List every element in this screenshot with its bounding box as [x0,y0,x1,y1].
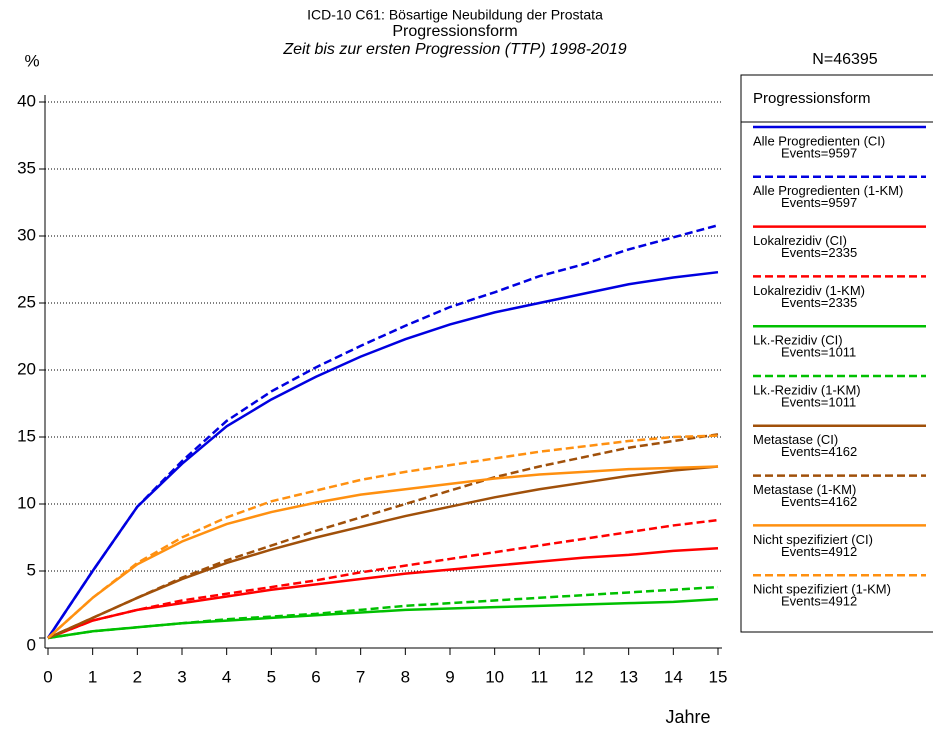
legend-label: Nicht spezifiziert (CI) [753,532,873,547]
x-tick-label: 8 [401,667,410,686]
legend-label: Nicht spezifiziert (1-KM) [753,582,891,597]
series-line [46,270,719,639]
y-tick-label: 15 [17,426,36,445]
series-line [47,585,719,640]
x-tick-label: 11 [531,667,549,686]
y-tick-label: 5 [27,560,36,579]
x-tick-label: 14 [664,667,683,686]
legend-label: Alle Progredienten (1-KM) [753,183,903,198]
series-line [47,465,719,639]
legend-events: Events=4162 [781,494,857,509]
legend-events: Events=4162 [781,444,857,459]
legend-events: Events=2335 [781,245,857,260]
legend-events: Events=4912 [781,544,857,559]
series-line [47,546,719,640]
x-tick-label: 2 [133,667,142,686]
legend-label: Alle Progredienten (CI) [753,133,885,148]
series-line [47,433,719,640]
series-line [47,434,719,639]
series-line [47,597,719,640]
x-axis-label: Jahre [665,707,710,727]
chart-title: ICD-10 C61: Bösartige Neubildung der Pro… [307,7,603,23]
legend-label: Lk.-Rezidiv (1-KM) [753,382,861,397]
legend-label: Lokalrezidiv (1-KM) [753,283,865,298]
x-tick-label: 1 [88,667,97,686]
x-tick-label: 15 [709,667,728,686]
legend-events: Events=4912 [781,594,857,609]
legend-title: Progressionsform [753,90,871,107]
y-tick-label: 40 [17,91,36,110]
x-tick-label: 9 [445,667,454,686]
legend-label: Metastase (CI) [753,432,838,447]
series-line [47,518,719,640]
chart-subtitle: Progressionsform [392,23,517,40]
y-tick-label: 25 [17,292,36,311]
x-tick-label: 13 [619,667,638,686]
y-tick-label: 10 [17,493,36,512]
x-tick-label: 12 [575,667,594,686]
legend-events: Events=9597 [781,195,857,210]
legend-events: Events=9597 [781,145,857,160]
n-label: N=46395 [812,51,877,68]
legend-label: Lk.-Rezidiv (CI) [753,333,843,348]
legend-label: Lokalrezidiv (CI) [753,233,847,248]
x-tick-label: 7 [356,667,365,686]
x-tick-label: 10 [485,667,504,686]
y-axis-label: % [24,51,39,70]
x-tick-label: 5 [267,667,276,686]
y-tick-label: 0 [27,635,36,654]
x-tick-label: 0 [43,667,52,686]
legend-events: Events=1011 [781,394,856,409]
legend-box [740,74,933,633]
x-tick-label: 6 [311,667,320,686]
y-tick-label: 20 [17,359,36,378]
y-tick-label: 35 [17,158,36,177]
series-line [46,224,719,639]
y-tick-label: 30 [17,225,36,244]
legend-label: Metastase (1-KM) [753,482,856,497]
legend-events: Events=2335 [781,295,857,310]
x-tick-label: 4 [222,667,231,686]
chart-subtitle: Zeit bis zur ersten Progression (TTP) 19… [282,41,626,58]
legend-events: Events=1011 [781,345,856,360]
x-tick-label: 3 [177,667,186,686]
